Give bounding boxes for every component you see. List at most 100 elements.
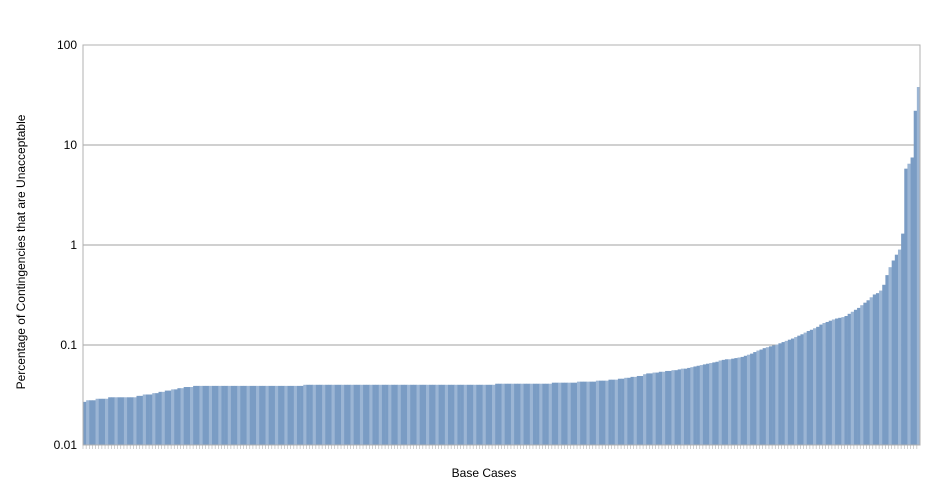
bar — [215, 385, 219, 445]
bar — [243, 385, 247, 445]
bar — [331, 384, 336, 445]
bar — [394, 384, 398, 445]
bar — [221, 385, 225, 445]
bar — [268, 385, 273, 445]
bar — [274, 385, 279, 445]
bar — [828, 320, 833, 445]
bar — [284, 385, 288, 445]
bar — [407, 384, 411, 445]
bar — [897, 249, 902, 445]
bar — [916, 87, 921, 446]
bar — [680, 368, 685, 445]
bar — [835, 318, 839, 445]
bar — [778, 343, 782, 445]
bar — [252, 385, 257, 445]
bar — [98, 398, 103, 445]
bar — [567, 382, 572, 445]
bar — [907, 163, 911, 445]
bar — [218, 385, 222, 445]
bar — [853, 309, 858, 445]
bar — [470, 384, 474, 445]
bar — [230, 385, 235, 445]
bar — [772, 345, 776, 445]
bar — [746, 354, 751, 445]
bar — [542, 383, 546, 445]
bar — [460, 384, 465, 445]
bar — [661, 371, 666, 445]
bar — [375, 384, 380, 445]
bar — [350, 384, 354, 445]
bar — [536, 383, 540, 445]
bar — [768, 346, 773, 445]
bar — [819, 324, 823, 445]
bar — [602, 380, 606, 445]
bar — [89, 400, 93, 445]
y-axis-title: Percentage of Contingencies that are Una… — [14, 114, 28, 389]
bar — [492, 384, 496, 445]
bar — [378, 384, 383, 445]
bar — [202, 385, 207, 445]
bar — [677, 369, 682, 445]
bar — [913, 110, 918, 445]
bar — [123, 397, 128, 445]
bar — [95, 398, 100, 445]
bar — [762, 348, 767, 445]
bar — [495, 383, 499, 445]
bar — [551, 382, 556, 445]
bar — [872, 294, 877, 445]
bar — [142, 394, 147, 445]
bar — [444, 384, 449, 445]
bar — [724, 359, 729, 445]
bar — [621, 378, 625, 445]
bar — [161, 391, 166, 445]
bar — [706, 363, 710, 445]
bar — [155, 393, 159, 445]
bar — [347, 384, 351, 445]
bar — [630, 376, 634, 445]
bar — [451, 384, 455, 445]
y-tick-label: 1 — [70, 238, 77, 252]
bar — [381, 384, 386, 445]
bar — [687, 367, 691, 445]
bar — [224, 385, 229, 445]
bar — [857, 307, 861, 445]
bar — [696, 365, 701, 445]
bar — [589, 381, 594, 445]
bar — [130, 397, 134, 445]
bar — [101, 398, 106, 445]
bar — [608, 379, 612, 445]
bar — [391, 384, 395, 445]
bar — [259, 385, 263, 445]
bar — [561, 382, 565, 445]
bar — [712, 362, 716, 445]
bar — [403, 384, 408, 445]
bar — [690, 367, 694, 445]
bar — [809, 329, 814, 445]
bar — [554, 382, 559, 445]
bar — [750, 353, 754, 445]
bar — [139, 395, 144, 445]
bar — [583, 381, 587, 445]
y-tick-label: 0.1 — [60, 338, 77, 352]
bar — [800, 334, 804, 445]
bar — [529, 383, 534, 445]
bar — [894, 254, 899, 445]
bar — [334, 384, 339, 445]
bar — [83, 401, 87, 445]
bar — [803, 332, 808, 445]
bar — [167, 390, 172, 445]
bar — [633, 376, 638, 445]
bar — [105, 398, 109, 445]
bar — [658, 371, 663, 445]
bar — [639, 375, 644, 445]
bar — [526, 383, 531, 445]
bar — [740, 356, 745, 445]
bar — [655, 372, 660, 445]
bar — [281, 385, 285, 445]
bar — [671, 370, 675, 445]
bar — [136, 395, 140, 445]
bar — [429, 384, 433, 445]
bar — [488, 384, 493, 445]
bar — [196, 385, 200, 445]
bar — [592, 381, 597, 445]
